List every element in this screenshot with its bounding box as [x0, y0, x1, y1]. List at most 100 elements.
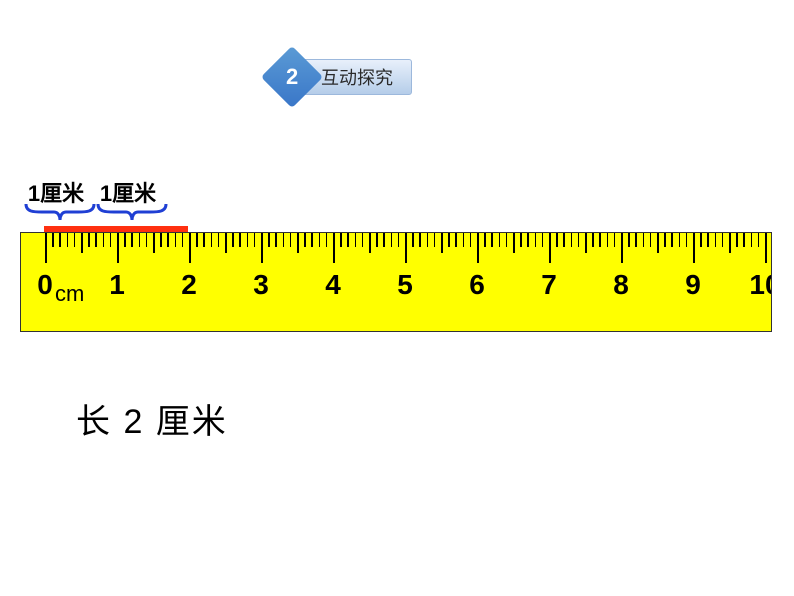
ruler-tick — [383, 233, 385, 247]
ruler-tick — [751, 233, 753, 247]
ruler-tick — [297, 233, 299, 253]
ruler-tick — [542, 233, 544, 247]
ruler-number: 8 — [613, 269, 629, 301]
ruler-tick — [722, 233, 724, 247]
ruler-tick — [448, 233, 450, 247]
ruler-tick — [635, 233, 637, 247]
ruler-tick — [527, 233, 529, 247]
ruler-tick — [535, 233, 537, 247]
ruler-tick — [578, 233, 580, 247]
ruler-tick — [491, 233, 493, 247]
ruler-tick — [376, 233, 378, 247]
ruler-tick — [743, 233, 745, 247]
ruler-tick — [311, 233, 313, 247]
result-text: 长 2 厘米 — [76, 394, 228, 443]
ruler-tick — [621, 233, 623, 263]
ruler-tick — [628, 233, 630, 247]
braces-row — [24, 202, 168, 222]
brace-icon — [24, 202, 96, 222]
ruler-number: 10 — [749, 269, 772, 301]
ruler-tick — [686, 233, 688, 247]
ruler-tick — [499, 233, 501, 247]
ruler-tick — [261, 233, 263, 263]
ruler-tick — [736, 233, 738, 247]
ruler-tick — [715, 233, 717, 247]
ruler-tick — [419, 233, 421, 247]
ruler-tick — [585, 233, 587, 253]
ruler-tick — [124, 233, 126, 247]
ruler-tick — [614, 233, 616, 247]
ruler-tick — [643, 233, 645, 247]
ruler-number: 4 — [325, 269, 341, 301]
ruler-tick — [484, 233, 486, 247]
ruler-tick — [412, 233, 414, 247]
ruler-number: 0 — [37, 269, 53, 301]
ruler-tick — [434, 233, 436, 247]
ruler-tick — [160, 233, 162, 247]
ruler-tick — [117, 233, 119, 263]
ruler-tick — [247, 233, 249, 247]
ruler-tick — [74, 233, 76, 247]
section-header: 2 互动探究 — [270, 55, 412, 99]
ruler-tick — [153, 233, 155, 253]
ruler-tick — [571, 233, 573, 247]
brace-icon — [96, 202, 168, 222]
ruler-tick — [268, 233, 270, 247]
ruler-number: 6 — [469, 269, 485, 301]
ruler-tick — [693, 233, 695, 263]
ruler-tick — [110, 233, 112, 247]
ruler-number: 1 — [109, 269, 125, 301]
ruler-number: 7 — [541, 269, 557, 301]
ruler-tick — [441, 233, 443, 253]
ruler-tick — [405, 233, 407, 263]
ruler-tick — [45, 233, 47, 263]
ruler-tick — [81, 233, 83, 253]
ruler-tick — [211, 233, 213, 247]
ruler-number: 9 — [685, 269, 701, 301]
ruler-tick — [556, 233, 558, 247]
ruler-tick — [196, 233, 198, 247]
ruler-tick — [95, 233, 97, 247]
ruler-tick — [52, 233, 54, 247]
ruler-tick — [563, 233, 565, 247]
ruler-tick — [175, 233, 177, 247]
ruler-tick — [657, 233, 659, 253]
ruler-tick — [283, 233, 285, 247]
ruler-tick — [427, 233, 429, 247]
ruler-tick — [765, 233, 767, 263]
ruler-number: 2 — [181, 269, 197, 301]
ruler-tick — [700, 233, 702, 247]
ruler-unit-label: cm — [55, 281, 84, 307]
ruler-number: 5 — [397, 269, 413, 301]
ruler-tick — [67, 233, 69, 247]
ruler-ticks — [21, 233, 771, 273]
ruler-tick — [513, 233, 515, 253]
ruler-tick — [225, 233, 227, 253]
ruler-tick — [218, 233, 220, 247]
ruler-tick — [319, 233, 321, 247]
ruler-tick — [146, 233, 148, 247]
ruler-tick — [707, 233, 709, 247]
ruler-tick — [355, 233, 357, 247]
ruler-tick — [275, 233, 277, 247]
ruler-tick — [340, 233, 342, 247]
ruler-tick — [398, 233, 400, 247]
ruler-tick — [592, 233, 594, 247]
ruler-tick — [607, 233, 609, 247]
ruler-tick — [520, 233, 522, 247]
ruler-tick — [131, 233, 133, 247]
ruler-tick — [326, 233, 328, 247]
ruler-tick — [455, 233, 457, 247]
ruler-tick — [362, 233, 364, 247]
ruler-tick — [189, 233, 191, 263]
ruler-tick — [88, 233, 90, 247]
ruler-tick — [650, 233, 652, 247]
ruler-tick — [463, 233, 465, 247]
ruler-tick — [232, 233, 234, 247]
ruler-tick — [59, 233, 61, 247]
ruler-tick — [506, 233, 508, 247]
ruler-tick — [304, 233, 306, 247]
ruler-tick — [347, 233, 349, 247]
ruler-number: 3 — [253, 269, 269, 301]
ruler-tick — [239, 233, 241, 247]
